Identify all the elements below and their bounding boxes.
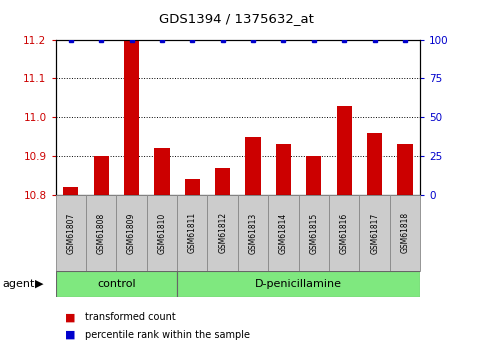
Bar bbox=[238, 195, 268, 271]
Text: control: control bbox=[97, 279, 136, 289]
Text: GSM61811: GSM61811 bbox=[188, 212, 197, 254]
Bar bbox=[94, 156, 109, 195]
Bar bbox=[56, 195, 86, 271]
Bar bbox=[298, 195, 329, 271]
Text: GDS1394 / 1375632_at: GDS1394 / 1375632_at bbox=[159, 12, 314, 25]
Bar bbox=[276, 145, 291, 195]
Bar bbox=[116, 195, 147, 271]
Text: ▶: ▶ bbox=[35, 279, 43, 289]
Bar bbox=[245, 137, 261, 195]
Bar bbox=[329, 195, 359, 271]
Bar bbox=[306, 156, 322, 195]
Bar bbox=[86, 195, 116, 271]
Text: GSM61813: GSM61813 bbox=[249, 212, 257, 254]
Text: GSM61814: GSM61814 bbox=[279, 212, 288, 254]
Bar bbox=[63, 187, 78, 195]
Text: ■: ■ bbox=[65, 330, 76, 339]
Bar bbox=[208, 195, 238, 271]
Bar bbox=[367, 133, 382, 195]
Text: GSM61810: GSM61810 bbox=[157, 212, 167, 254]
Bar bbox=[215, 168, 230, 195]
Text: percentile rank within the sample: percentile rank within the sample bbox=[85, 330, 250, 339]
Text: ■: ■ bbox=[65, 313, 76, 322]
Bar bbox=[124, 40, 139, 195]
Text: GSM61807: GSM61807 bbox=[66, 212, 75, 254]
Text: GSM61812: GSM61812 bbox=[218, 212, 227, 254]
Bar bbox=[390, 195, 420, 271]
Bar bbox=[177, 271, 420, 297]
Text: GSM61816: GSM61816 bbox=[340, 212, 349, 254]
Bar bbox=[268, 195, 298, 271]
Text: GSM61818: GSM61818 bbox=[400, 212, 410, 254]
Text: transformed count: transformed count bbox=[85, 313, 175, 322]
Bar bbox=[154, 148, 170, 195]
Bar bbox=[185, 179, 200, 195]
Text: GSM61817: GSM61817 bbox=[370, 212, 379, 254]
Bar bbox=[177, 195, 208, 271]
Text: GSM61815: GSM61815 bbox=[309, 212, 318, 254]
Bar bbox=[337, 106, 352, 195]
Bar bbox=[147, 195, 177, 271]
Bar bbox=[359, 195, 390, 271]
Text: GSM61809: GSM61809 bbox=[127, 212, 136, 254]
Text: D-penicillamine: D-penicillamine bbox=[255, 279, 342, 289]
Bar bbox=[56, 271, 177, 297]
Text: GSM61808: GSM61808 bbox=[97, 212, 106, 254]
Text: agent: agent bbox=[2, 279, 35, 289]
Bar bbox=[398, 145, 412, 195]
